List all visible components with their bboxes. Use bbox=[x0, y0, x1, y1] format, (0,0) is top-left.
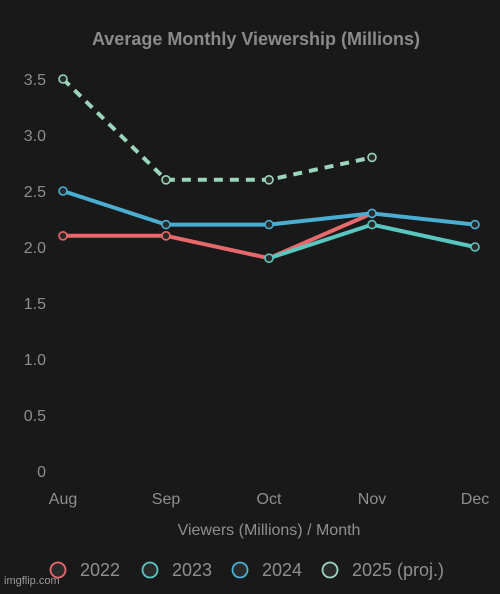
series-line bbox=[62, 189, 476, 227]
legend-marker-icon bbox=[231, 561, 249, 579]
x-tick-label: Aug bbox=[49, 491, 77, 508]
data-point[interactable] bbox=[367, 219, 377, 230]
data-point[interactable] bbox=[161, 175, 171, 185]
legend-item[interactable]: 2025 (proj.) bbox=[321, 560, 445, 580]
series-line bbox=[268, 222, 476, 261]
series-2023 bbox=[264, 219, 480, 264]
y-tick-label: 0 bbox=[37, 464, 46, 481]
legend-label: 2022 bbox=[80, 560, 120, 580]
series-2024 bbox=[58, 186, 480, 230]
data-point[interactable] bbox=[58, 231, 68, 241]
data-point[interactable] bbox=[58, 186, 68, 196]
series-line bbox=[61, 77, 373, 182]
data-point[interactable] bbox=[264, 219, 274, 230]
x-tick-label: Dec bbox=[461, 491, 489, 508]
y-tick-label: 2.0 bbox=[24, 240, 46, 257]
legend-label: 2023 bbox=[172, 560, 212, 580]
series-2025-proj bbox=[58, 74, 377, 185]
data-point[interactable] bbox=[264, 175, 274, 185]
data-point[interactable] bbox=[161, 219, 171, 230]
y-tick-label: 2.5 bbox=[24, 184, 46, 201]
y-tick-label: 3.5 bbox=[24, 72, 46, 89]
data-point[interactable] bbox=[264, 253, 274, 264]
chart-title: Average Monthly Viewership (Millions) bbox=[92, 29, 420, 49]
legend-marker-icon bbox=[49, 561, 67, 579]
legend-marker-icon bbox=[321, 561, 339, 579]
legend-item[interactable]: 2022 bbox=[49, 560, 121, 580]
data-point[interactable] bbox=[367, 152, 377, 163]
x-axis-label: Viewers (Millions) / Month bbox=[178, 522, 361, 539]
legend-label: 2024 bbox=[262, 560, 302, 580]
y-tick-label: 1.0 bbox=[24, 352, 46, 369]
y-tick-label: 3.0 bbox=[24, 128, 46, 145]
data-point[interactable] bbox=[470, 242, 480, 252]
series-line bbox=[63, 211, 373, 261]
y-tick-label: 0.5 bbox=[24, 408, 46, 425]
legend-item[interactable]: 2023 bbox=[141, 560, 213, 580]
x-tick-label: Oct bbox=[257, 491, 282, 508]
x-tick-label: Nov bbox=[358, 491, 386, 508]
data-point[interactable] bbox=[470, 219, 480, 230]
data-point[interactable] bbox=[367, 208, 377, 219]
legend-marker-icon bbox=[141, 561, 159, 579]
legend-item[interactable]: 2024 bbox=[231, 560, 303, 580]
legend-label: 2025 (proj.) bbox=[352, 560, 444, 580]
watermark: imgflip.com bbox=[4, 575, 60, 587]
data-point[interactable] bbox=[58, 74, 68, 84]
y-tick-label: 1.5 bbox=[24, 296, 46, 313]
x-tick-label: Sep bbox=[152, 491, 181, 508]
data-point[interactable] bbox=[161, 231, 171, 241]
